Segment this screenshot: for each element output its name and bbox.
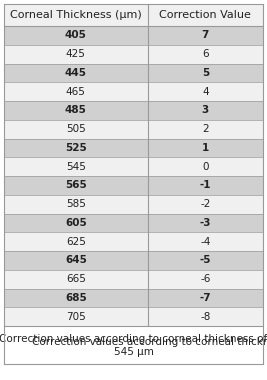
Text: -8: -8: [200, 312, 211, 321]
Bar: [4, 120, 263, 138]
Text: 425: 425: [66, 49, 86, 59]
Text: 1: 1: [202, 143, 209, 153]
Bar: [4, 157, 263, 176]
Text: 625: 625: [66, 237, 86, 247]
Text: 605: 605: [65, 218, 87, 228]
Text: Correction values according to corneal thickness of: Correction values according to corneal t…: [0, 334, 267, 344]
Bar: [4, 307, 263, 326]
Bar: [4, 214, 263, 232]
Text: 505: 505: [66, 124, 86, 134]
Bar: [4, 63, 263, 82]
Text: -3: -3: [200, 218, 211, 228]
Text: 685: 685: [65, 293, 87, 303]
Text: 485: 485: [65, 105, 87, 116]
Bar: [4, 45, 263, 63]
Bar: [4, 26, 263, 45]
Bar: [4, 176, 263, 195]
Text: 705: 705: [66, 312, 86, 321]
Text: Correction values according to corneal thickness of: Correction values according to corneal t…: [32, 337, 267, 347]
Text: 565: 565: [65, 180, 87, 190]
Text: 5: 5: [202, 68, 209, 78]
Text: -5: -5: [200, 255, 211, 265]
Text: 545 μm: 545 μm: [113, 347, 154, 357]
Text: 545: 545: [66, 162, 86, 172]
Text: 665: 665: [66, 274, 86, 284]
Text: -2: -2: [200, 199, 211, 209]
Bar: [4, 288, 263, 307]
Text: Correction Value: Correction Value: [159, 10, 251, 20]
Text: 6: 6: [202, 49, 209, 59]
Text: Corneal Thickness (μm): Corneal Thickness (μm): [10, 10, 142, 20]
Text: -1: -1: [200, 180, 211, 190]
Text: 405: 405: [65, 30, 87, 40]
Bar: [4, 195, 263, 214]
Text: 3: 3: [202, 105, 209, 116]
Bar: [4, 326, 263, 364]
Text: 7: 7: [202, 30, 209, 40]
Text: 445: 445: [65, 68, 87, 78]
Bar: [4, 138, 263, 157]
Text: 0: 0: [202, 162, 209, 172]
Bar: [4, 4, 263, 26]
Text: 525: 525: [65, 143, 87, 153]
Text: -4: -4: [200, 237, 211, 247]
Text: -6: -6: [200, 274, 211, 284]
Text: 2: 2: [202, 124, 209, 134]
Bar: [4, 101, 263, 120]
Bar: [4, 82, 263, 101]
Bar: [4, 270, 263, 288]
Text: 645: 645: [65, 255, 87, 265]
Text: 465: 465: [66, 87, 86, 97]
Bar: [4, 232, 263, 251]
Bar: [4, 251, 263, 270]
Text: 4: 4: [202, 87, 209, 97]
Text: -7: -7: [199, 293, 211, 303]
Text: 585: 585: [66, 199, 86, 209]
